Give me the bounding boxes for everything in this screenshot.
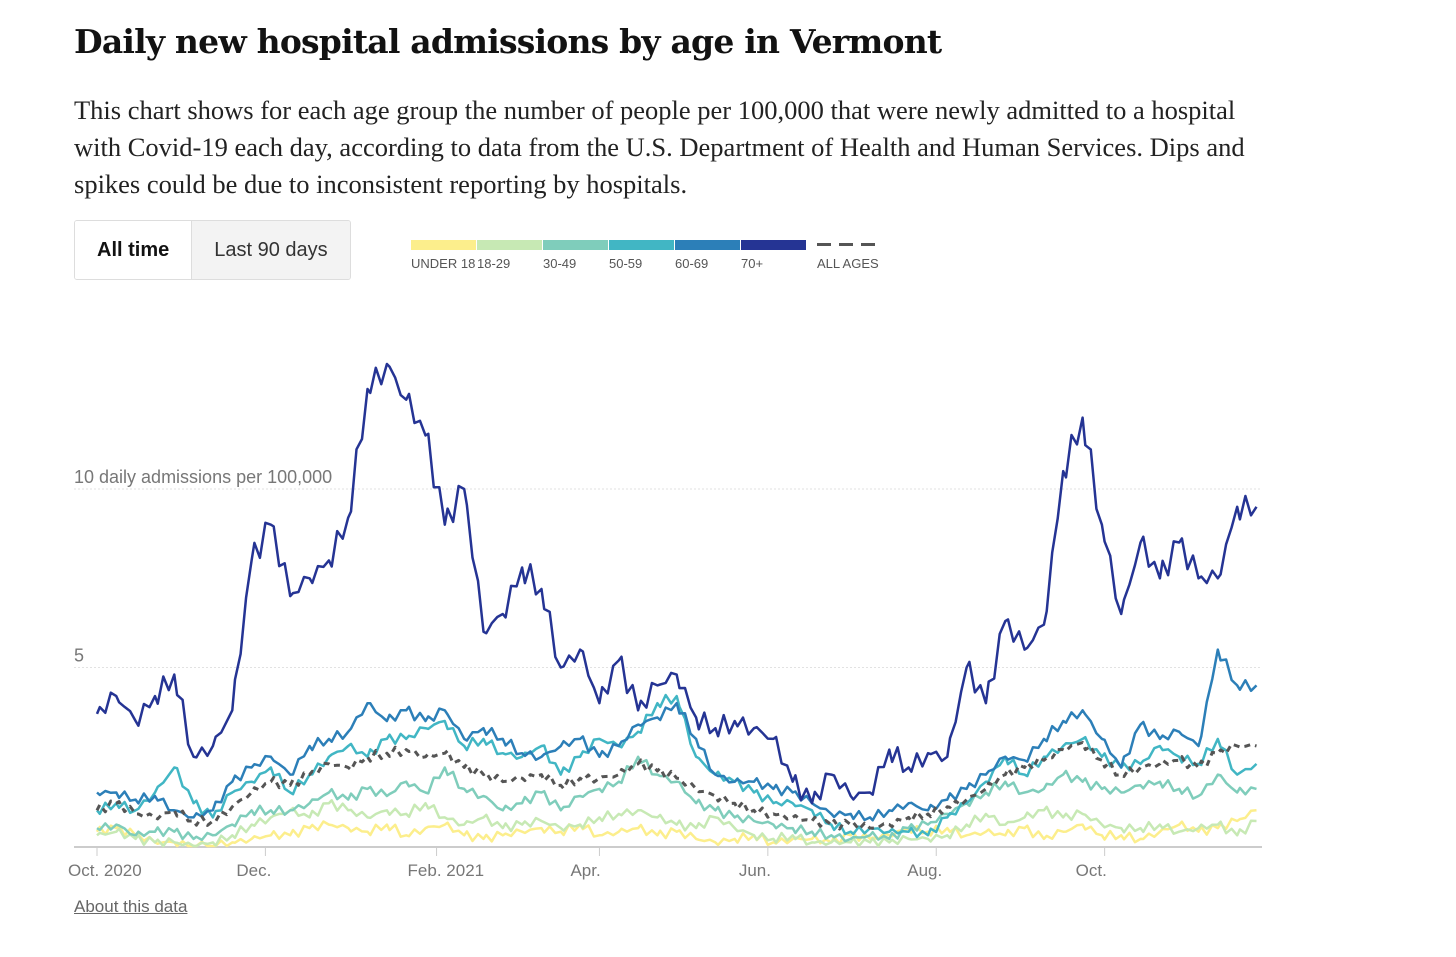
legend-swatch (477, 240, 542, 250)
x-tick-label: Apr. (570, 861, 600, 880)
last-90-days-button[interactable]: Last 90 days (192, 221, 350, 279)
chart-title: Daily new hospital admissions by age in … (74, 22, 942, 61)
legend-label: ALL AGES (817, 256, 879, 271)
legend-swatch (411, 240, 476, 250)
chart-description: This chart shows for each age group the … (74, 95, 1245, 199)
x-tick-label: Oct. 2020 (68, 861, 142, 880)
series-line-50-59 (96, 693, 1258, 839)
series-line-30-49 (96, 755, 1257, 843)
legend-label: 30-49 (543, 256, 577, 271)
time-range-toggle: All time Last 90 days (74, 220, 351, 280)
series-line-70- (95, 362, 1258, 805)
series-line-all-ages (95, 741, 1257, 831)
legend-swatch (817, 240, 882, 250)
x-tick-label: Feb. 2021 (408, 861, 485, 880)
legend-item: UNDER 18 (411, 240, 477, 271)
legend: UNDER 18 18-29 30-49 50-59 60-69 70+ ALL AGES (411, 240, 883, 271)
legend-swatch (675, 240, 740, 250)
legend-label: 70+ (741, 256, 764, 271)
legend-item: 30-49 (543, 240, 609, 271)
legend-label: 60-69 (675, 256, 709, 271)
legend-swatch (609, 240, 674, 250)
x-tick-label: Dec. (236, 861, 271, 880)
legend-label: 50-59 (609, 256, 643, 271)
about-data-link[interactable]: About this data (74, 897, 188, 916)
y-tick-label: 5 (74, 646, 84, 666)
legend-label: UNDER 18 (411, 256, 476, 271)
legend-label: 18-29 (477, 256, 511, 271)
y-tick-label: 10 daily admissions per 100,000 (74, 467, 332, 487)
legend-item: 60-69 (675, 240, 741, 271)
legend-item: ALL AGES (817, 240, 883, 271)
all-time-button[interactable]: All time (75, 221, 193, 279)
legend-item: 50-59 (609, 240, 675, 271)
legend-item: 18-29 (477, 240, 543, 271)
legend-swatch (543, 240, 608, 250)
legend-swatch (741, 240, 806, 250)
x-tick-label: Oct. (1076, 861, 1107, 880)
x-tick-label: Jun. (739, 861, 771, 880)
series-line-under-18 (95, 809, 1257, 848)
legend-item: 70+ (741, 240, 807, 271)
x-tick-label: Aug. (907, 861, 942, 880)
series-line-60-69 (96, 648, 1258, 822)
series-line-18-29 (96, 799, 1257, 848)
